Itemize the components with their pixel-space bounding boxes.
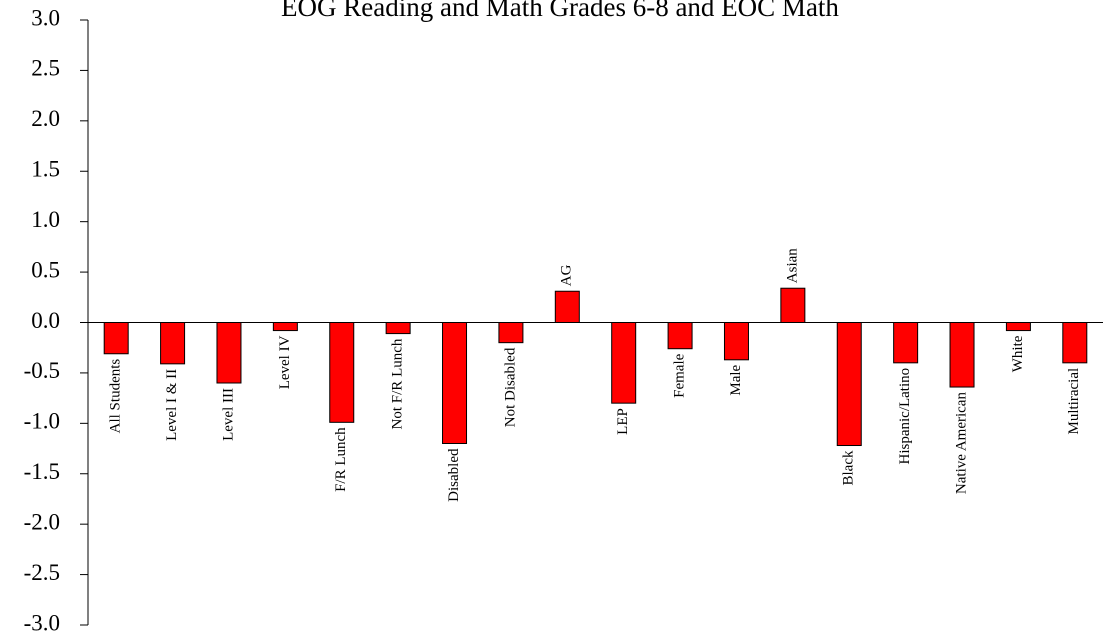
chart-title: EOG Reading and Math Grades 6-8 and EOC …	[281, 0, 839, 22]
x-tick-label: Disabled	[446, 448, 462, 502]
x-tick-label: Level IV	[277, 335, 293, 389]
x-tick-label: Not F/R Lunch	[390, 338, 406, 429]
y-tick-label: -2.5	[24, 560, 60, 585]
bar	[329, 322, 355, 423]
x-tick-label: Native American	[953, 392, 969, 495]
y-tick-label: 2.0	[31, 106, 60, 131]
x-tick-label: F/R Lunch	[333, 427, 349, 492]
y-tick-label: -0.5	[24, 358, 60, 383]
x-tick-label: Asian	[784, 248, 800, 283]
bar	[611, 322, 637, 404]
bar	[442, 322, 468, 444]
bar	[103, 322, 129, 355]
x-tick-label: LEP	[615, 408, 631, 435]
bar	[385, 322, 411, 335]
y-tick-label: 3.0	[31, 5, 60, 30]
x-tick-label: Hispanic/Latino	[897, 368, 913, 465]
x-tick-label: Multiracial	[1066, 368, 1082, 435]
y-tick-label: 0.0	[31, 308, 60, 333]
bar	[1062, 322, 1088, 364]
bar	[780, 287, 806, 324]
y-tick-label: 1.5	[31, 157, 60, 182]
x-tick-label: All Students	[108, 359, 124, 434]
y-tick-label: -3.0	[24, 610, 60, 635]
x-tick-label: Male	[728, 364, 744, 395]
x-tick-label: AG	[559, 264, 575, 286]
bar	[667, 322, 693, 350]
x-tick-label: Female	[672, 353, 688, 397]
bar	[216, 322, 242, 384]
y-tick-label: -1.5	[24, 459, 60, 484]
x-tick-label: Black	[841, 450, 857, 485]
bar	[949, 322, 975, 388]
bar	[1005, 322, 1031, 332]
y-tick-label: -2.0	[24, 509, 60, 534]
x-tick-label: Not Disabled	[502, 347, 518, 427]
y-tick-label: -1.0	[24, 409, 60, 434]
y-tick-label: 2.5	[31, 56, 60, 81]
x-tick-label: Level III	[220, 388, 236, 441]
bar	[836, 322, 862, 447]
bar	[498, 322, 524, 344]
x-tick-label: White	[1010, 335, 1026, 372]
y-tick-label: 0.5	[31, 257, 60, 282]
x-tick-label: Level I & II	[164, 369, 180, 441]
bar	[160, 322, 186, 365]
y-tick-label: 1.0	[31, 207, 60, 232]
bar	[554, 290, 580, 324]
bar	[893, 322, 919, 364]
bar	[723, 322, 749, 361]
bar	[272, 322, 298, 332]
